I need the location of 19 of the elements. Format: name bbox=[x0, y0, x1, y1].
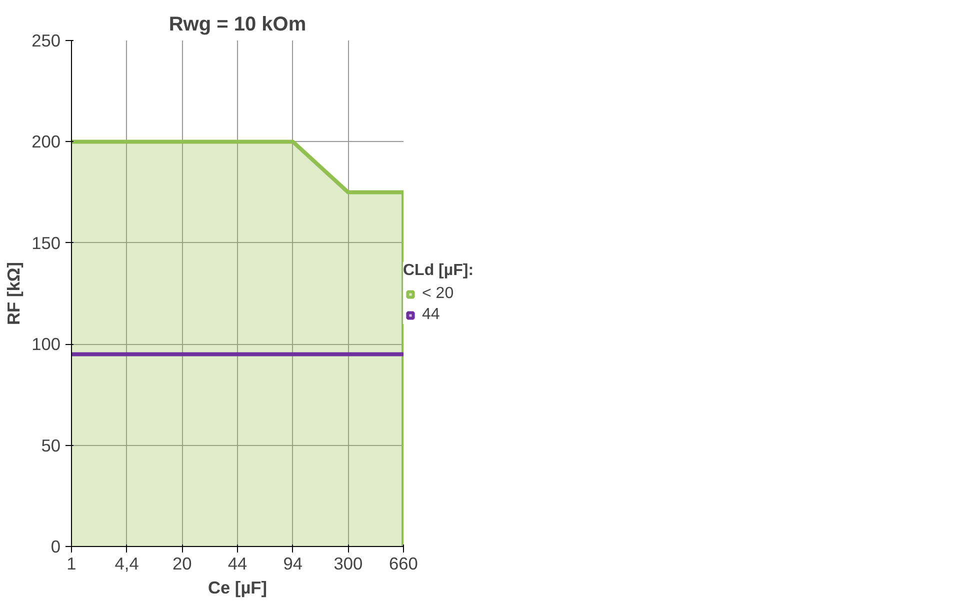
x-tick-label: 660 bbox=[389, 554, 418, 574]
legend-label: < 20 bbox=[422, 285, 454, 303]
x-tick-label: 20 bbox=[172, 554, 192, 574]
chart-title: Rwg = 10 kOm bbox=[168, 14, 306, 36]
y-axis-title: RF [kΩ] bbox=[4, 262, 24, 325]
y-tick-label: 150 bbox=[32, 232, 61, 253]
legend-title: CLd [µF]: bbox=[403, 262, 474, 280]
x-tick-label: 1 bbox=[66, 554, 76, 574]
y-tick-label: 250 bbox=[32, 30, 61, 50]
y-tick-label: 50 bbox=[41, 435, 61, 456]
y-tick-label: 100 bbox=[32, 334, 61, 354]
y-tick-label: 200 bbox=[32, 132, 61, 152]
x-tick-label: 44 bbox=[228, 554, 248, 574]
x-tick-label: 300 bbox=[334, 554, 363, 574]
x-axis-title: Ce [µF] bbox=[208, 578, 268, 598]
x-tick-label: 4,4 bbox=[114, 554, 140, 574]
legend-label: 44 bbox=[422, 306, 441, 324]
x-tick-label: 94 bbox=[283, 554, 303, 574]
y-tick-label: 0 bbox=[50, 536, 61, 556]
